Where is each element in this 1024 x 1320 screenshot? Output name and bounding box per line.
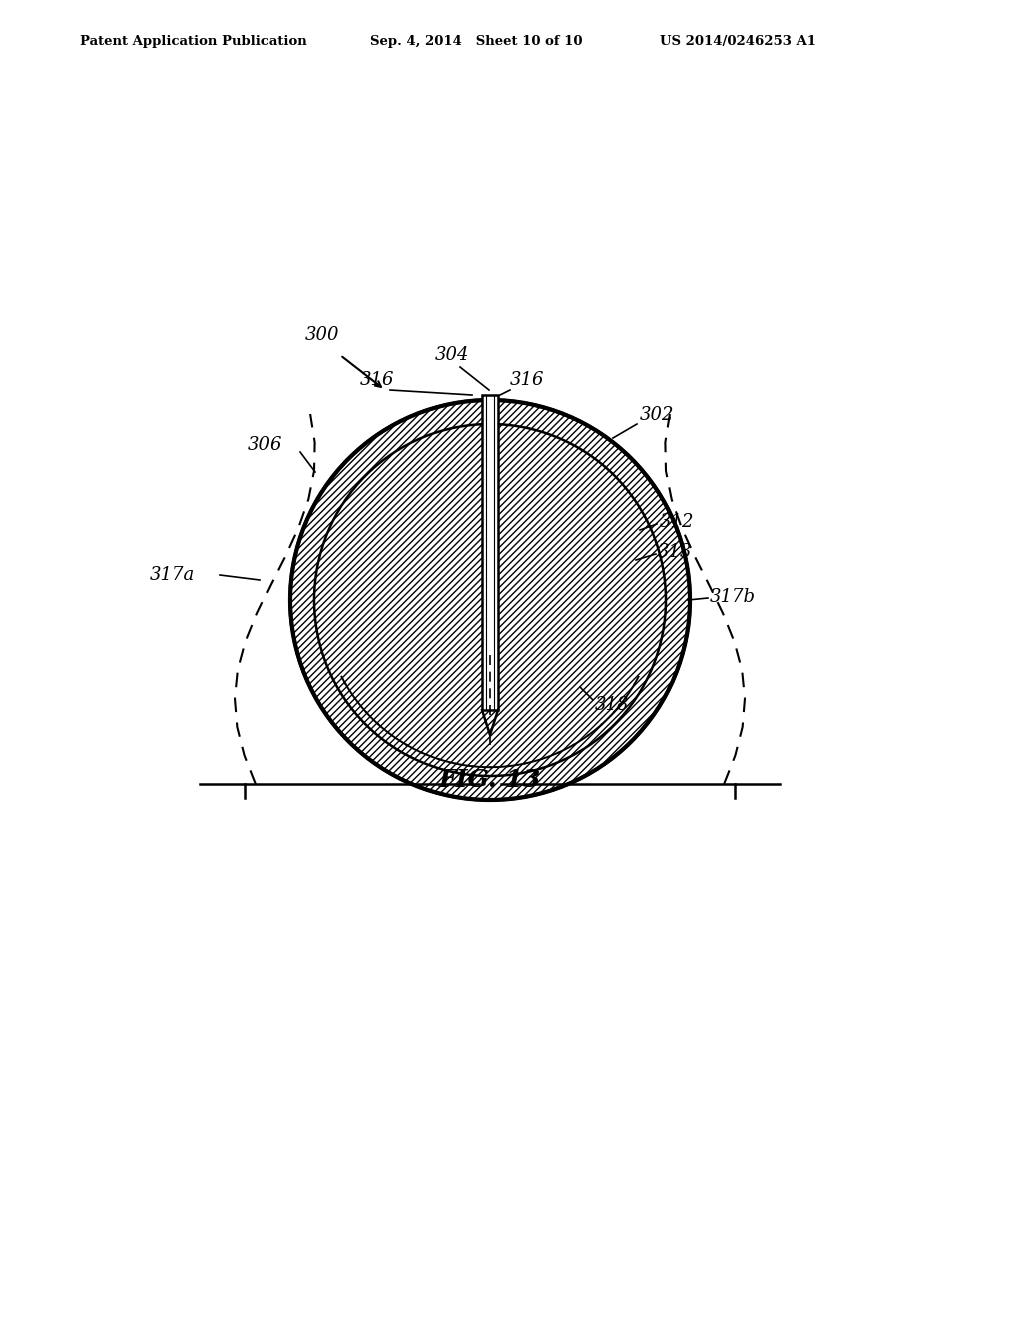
Text: Sep. 4, 2014   Sheet 10 of 10: Sep. 4, 2014 Sheet 10 of 10	[370, 36, 583, 48]
Text: 317b: 317b	[710, 587, 756, 606]
Text: 304: 304	[435, 346, 469, 364]
Bar	[482, 395, 498, 710]
Circle shape	[290, 400, 690, 800]
Text: 302: 302	[640, 407, 675, 424]
Text: 318: 318	[595, 696, 630, 714]
Text: 313: 313	[658, 543, 692, 561]
Text: Patent Application Publication: Patent Application Publication	[80, 36, 307, 48]
Text: 306: 306	[248, 436, 283, 454]
Text: FIG. 13: FIG. 13	[439, 768, 541, 792]
Text: US 2014/0246253 A1: US 2014/0246253 A1	[660, 36, 816, 48]
Text: 312: 312	[660, 513, 694, 531]
Text: 316: 316	[360, 371, 394, 389]
Text: 317a: 317a	[150, 566, 196, 583]
Text: 316: 316	[510, 371, 545, 389]
Text: 300: 300	[305, 326, 340, 345]
